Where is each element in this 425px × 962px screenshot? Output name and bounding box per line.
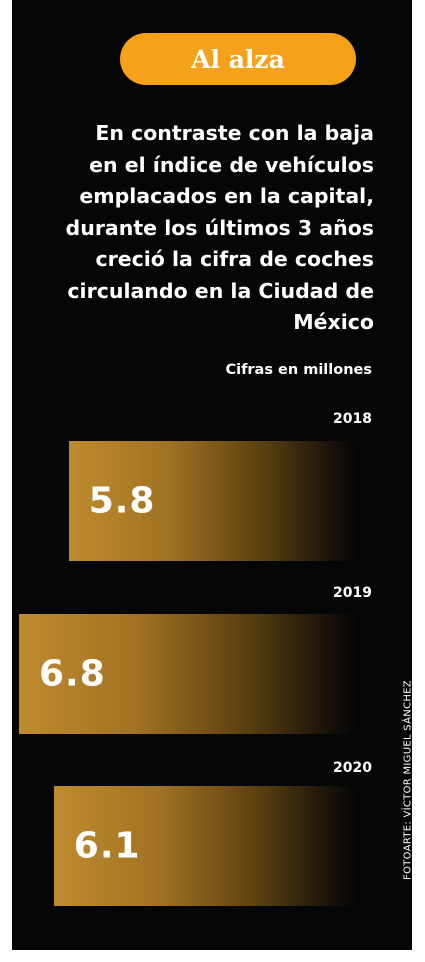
bar-value-2020: 6.1 (73, 825, 141, 867)
photo-credit: FOTOARTE: VÍCTOR MIGUEL SÁNCHEZ (402, 680, 413, 880)
bar-2020: 6.1 (53, 786, 357, 906)
infographic-panel: Al alza En contraste con la baja en el í… (12, 0, 412, 950)
year-label-2019: 2019 (333, 585, 372, 601)
headline-line: en el índice de vehículos (89, 152, 374, 177)
title-badge: Al alza (120, 33, 356, 85)
bar-2018: 5.8 (68, 441, 357, 561)
bar-value-2019: 6.8 (39, 653, 106, 695)
bar-value-2018: 5.8 (88, 480, 156, 522)
bar-2019: 6.8 (19, 614, 357, 734)
headline-line: durante los últimos 3 años (65, 215, 374, 240)
headline-line: En contraste con la baja (95, 121, 374, 145)
headline: En contraste con la baja en el índice de… (14, 118, 374, 339)
title-badge-label: Al alza (191, 44, 285, 74)
headline-line: circulando en la Ciudad de (67, 278, 374, 303)
units-subtitle: Cifras en millones (225, 362, 372, 378)
year-label-2018: 2018 (333, 411, 372, 427)
headline-line: emplacados en la capital, (79, 184, 374, 208)
headline-line: creció la cifra de coches (95, 247, 374, 271)
year-label-2020: 2020 (333, 760, 372, 776)
headline-line: México (293, 310, 374, 334)
